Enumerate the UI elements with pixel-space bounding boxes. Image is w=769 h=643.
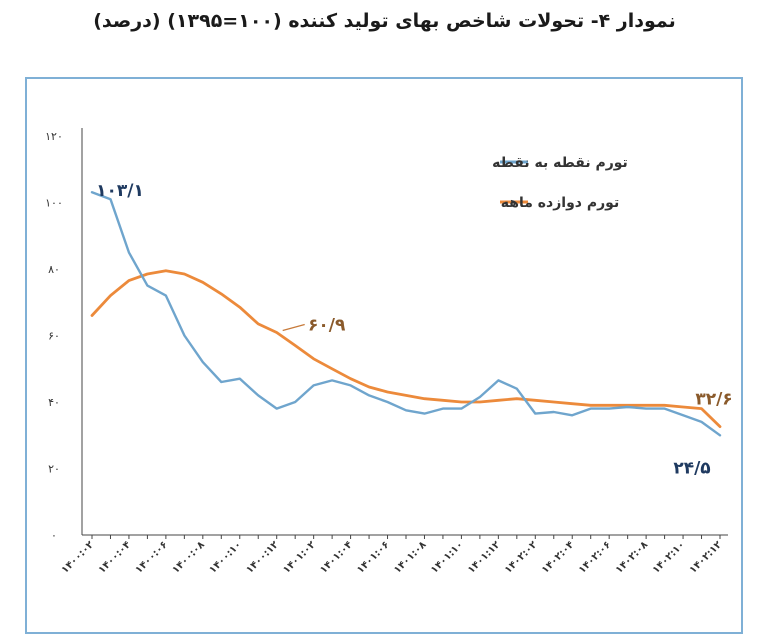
data-label-annotation: ۱۰۳/۱: [96, 181, 144, 201]
y-tick-label: ۱۲۰: [45, 130, 63, 143]
data-label-annotation: ۶۰/۹: [308, 316, 346, 336]
series-line-point-to-point: [90, 190, 722, 437]
x-tick-label: ۱۴۰۱:۰۶: [355, 539, 392, 576]
x-tick-label: ۱۴۰۲:۰۴: [540, 539, 577, 576]
x-tick-label: ۱۴۰۰:۰۶: [133, 539, 170, 576]
legend-label: تورم نقطه به نقطه: [492, 155, 628, 171]
data-label-annotation: ۲۴/۵: [673, 458, 710, 478]
x-tick-label: ۱۴۰۲:۱۰: [651, 539, 688, 576]
x-tick-label: ۱۴۰۰:۱۲: [244, 539, 281, 576]
series-line-twelve-month: [90, 269, 722, 429]
y-tick-label: ۴۰: [48, 396, 60, 409]
x-tick-label: ۱۴۰۱:۰۸: [392, 539, 429, 576]
x-tick-label: ۱۴۰۱:۱۲: [466, 539, 503, 576]
x-tick-label: ۱۴۰۰:۰۸: [170, 539, 207, 576]
x-tick-label: ۱۴۰۰:۰۴: [97, 539, 134, 576]
data-label-annotation: ۳۲/۶: [695, 390, 732, 410]
x-tick-label: ۱۴۰۲:۰۸: [614, 539, 651, 576]
annotation-leader-line: [282, 323, 305, 332]
y-tick-label: ۸۰: [48, 263, 60, 276]
x-tick-label: ۱۴۰۱:۱۰: [429, 539, 466, 576]
x-tick-label: ۱۴۰۰:۰۲: [60, 539, 97, 576]
y-tick-label: ۱۰۰: [45, 197, 63, 210]
y-tick-label: ۰: [51, 529, 57, 542]
x-tick-label: ۱۴۰۰:۱۰: [207, 539, 244, 576]
y-tick-label: ۲۰: [48, 463, 60, 476]
x-tick-label: ۱۴۰۱:۰۴: [318, 539, 355, 576]
x-tick-label: ۱۴۰۲:۰۲: [503, 539, 540, 576]
x-tick-label: ۱۴۰۲:۱۲: [688, 539, 725, 576]
chart-frame: [25, 77, 743, 634]
legend-label: تورم دوازده ماهه: [501, 195, 619, 211]
x-tick-label: ۱۴۰۲:۰۶: [577, 539, 614, 576]
chart-title: نمودار ۴- تحولات شاخص بهای تولید کننده (…: [93, 10, 676, 32]
y-tick-label: ۶۰: [48, 330, 60, 343]
x-tick-label: ۱۴۰۱:۰۲: [281, 539, 318, 576]
